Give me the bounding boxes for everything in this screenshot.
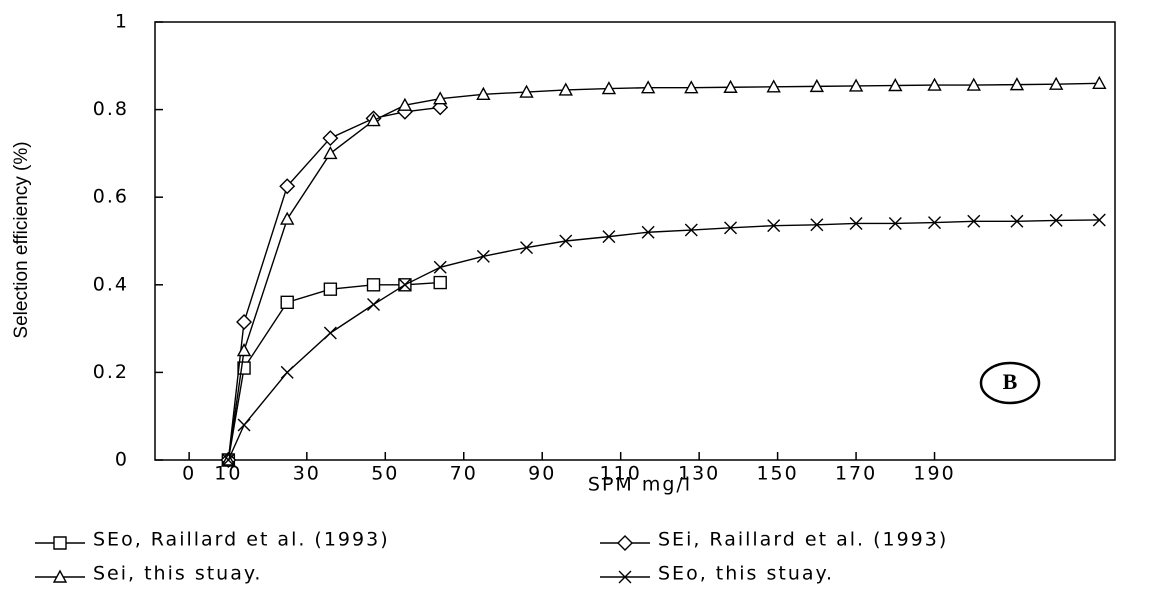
legend-label: SEi, Raillard et al. (1993) bbox=[658, 529, 948, 551]
marker bbox=[476, 249, 490, 263]
marker bbox=[221, 453, 235, 467]
marker bbox=[641, 225, 655, 239]
marker bbox=[966, 77, 981, 91]
marker bbox=[1048, 76, 1064, 90]
marker bbox=[927, 77, 942, 91]
series-line bbox=[227, 219, 1100, 461]
marker bbox=[433, 275, 447, 290]
marker bbox=[1092, 75, 1107, 90]
annotation: B bbox=[1003, 369, 1018, 394]
marker bbox=[810, 218, 824, 232]
marker bbox=[367, 298, 381, 312]
marker bbox=[279, 178, 296, 195]
marker bbox=[1049, 213, 1063, 227]
x-tick-label: 0 bbox=[182, 463, 196, 485]
y-tick-label: 1 bbox=[115, 11, 129, 33]
marker bbox=[888, 78, 903, 92]
x-tick-label: 110 bbox=[600, 463, 642, 485]
marker bbox=[433, 91, 448, 105]
legend-marker bbox=[53, 536, 67, 550]
marker bbox=[280, 295, 294, 310]
marker bbox=[280, 211, 295, 225]
marker bbox=[1092, 213, 1106, 227]
marker bbox=[236, 314, 253, 331]
x-tick-label: 130 bbox=[678, 463, 720, 485]
y-tick-label: 0 bbox=[115, 449, 129, 471]
marker bbox=[848, 78, 864, 92]
y-tick-label: 0.2 bbox=[93, 361, 129, 383]
series-line bbox=[227, 281, 441, 461]
marker bbox=[928, 216, 942, 230]
x-tick-label: 10 bbox=[214, 463, 242, 485]
marker bbox=[323, 282, 338, 296]
marker bbox=[602, 230, 616, 244]
marker bbox=[237, 418, 251, 432]
marker bbox=[559, 234, 573, 248]
marker bbox=[809, 78, 825, 93]
marker bbox=[640, 80, 656, 94]
legend-label: SEo, Raillard et al. (1993) bbox=[93, 529, 390, 551]
legend-label: SEo, this stuay. bbox=[658, 563, 834, 585]
annotation-circle bbox=[979, 361, 1041, 405]
marker bbox=[366, 113, 381, 127]
marker bbox=[723, 79, 738, 93]
marker bbox=[849, 216, 863, 230]
marker bbox=[323, 326, 337, 340]
legend-label: Sei, this stuay. bbox=[93, 563, 262, 585]
marker bbox=[724, 221, 738, 235]
plot-frame bbox=[154, 21, 1116, 461]
x-axis-label: SPM mg/l bbox=[588, 474, 692, 496]
y-tick-label: 0.8 bbox=[93, 98, 129, 120]
marker bbox=[433, 260, 447, 274]
x-tick-label: 50 bbox=[371, 463, 399, 485]
y-axis-label: Selection efficiency (%) bbox=[11, 141, 32, 338]
x-tick-label: 150 bbox=[756, 463, 798, 485]
legend-marker bbox=[52, 569, 68, 583]
y-tick-label: 0.4 bbox=[93, 273, 129, 295]
x-tick-label: 190 bbox=[913, 463, 955, 485]
legend-marker bbox=[618, 570, 632, 584]
marker bbox=[280, 365, 294, 379]
marker bbox=[888, 216, 902, 230]
x-tick-label: 30 bbox=[293, 463, 321, 485]
marker bbox=[323, 145, 338, 160]
marker bbox=[558, 82, 573, 96]
marker bbox=[322, 130, 339, 147]
marker bbox=[366, 278, 381, 292]
marker bbox=[398, 278, 412, 292]
marker bbox=[476, 86, 491, 100]
marker bbox=[520, 241, 534, 255]
marker bbox=[1010, 214, 1024, 228]
marker bbox=[684, 223, 698, 237]
y-tick-label: 0.6 bbox=[93, 186, 129, 208]
marker bbox=[684, 80, 699, 94]
marker bbox=[1009, 77, 1025, 91]
marker bbox=[767, 219, 781, 233]
x-tick-label: 170 bbox=[835, 463, 877, 485]
marker bbox=[967, 214, 981, 228]
x-tick-label: 70 bbox=[450, 463, 478, 485]
series-line bbox=[227, 82, 1100, 461]
marker bbox=[519, 84, 534, 98]
legend-marker bbox=[617, 535, 633, 551]
marker bbox=[601, 81, 617, 95]
marker bbox=[766, 79, 781, 93]
marker bbox=[236, 343, 252, 357]
marker bbox=[397, 97, 413, 111]
x-tick-label: 90 bbox=[528, 463, 556, 485]
